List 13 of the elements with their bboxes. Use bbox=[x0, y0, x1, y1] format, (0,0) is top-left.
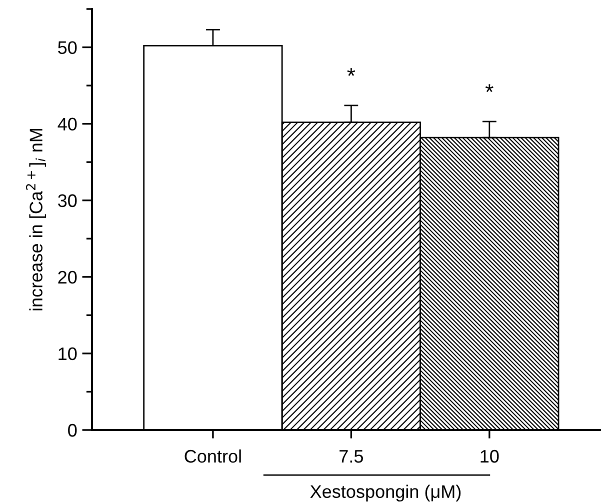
y-tick-label: 0 bbox=[68, 424, 77, 437]
y-tick-label: 20 bbox=[58, 270, 77, 284]
x-tick-label: 7.5 bbox=[340, 450, 363, 463]
x-tick-label: Control bbox=[184, 449, 241, 463]
y-tick-label: 40 bbox=[58, 118, 77, 131]
annotation: * bbox=[347, 68, 356, 76]
y-tick-label: 30 bbox=[58, 194, 77, 208]
x-axis-title: Xestospongin (μM) bbox=[310, 484, 461, 502]
y-axis-title: increase in [Ca$^{2+}$]$_{i}$ nM bbox=[26, 129, 46, 310]
annotation: * bbox=[485, 84, 494, 92]
x-tick-label: 10 bbox=[480, 450, 499, 463]
y-tick-label: 50 bbox=[58, 41, 77, 54]
y-tick-label: 10 bbox=[58, 347, 77, 360]
